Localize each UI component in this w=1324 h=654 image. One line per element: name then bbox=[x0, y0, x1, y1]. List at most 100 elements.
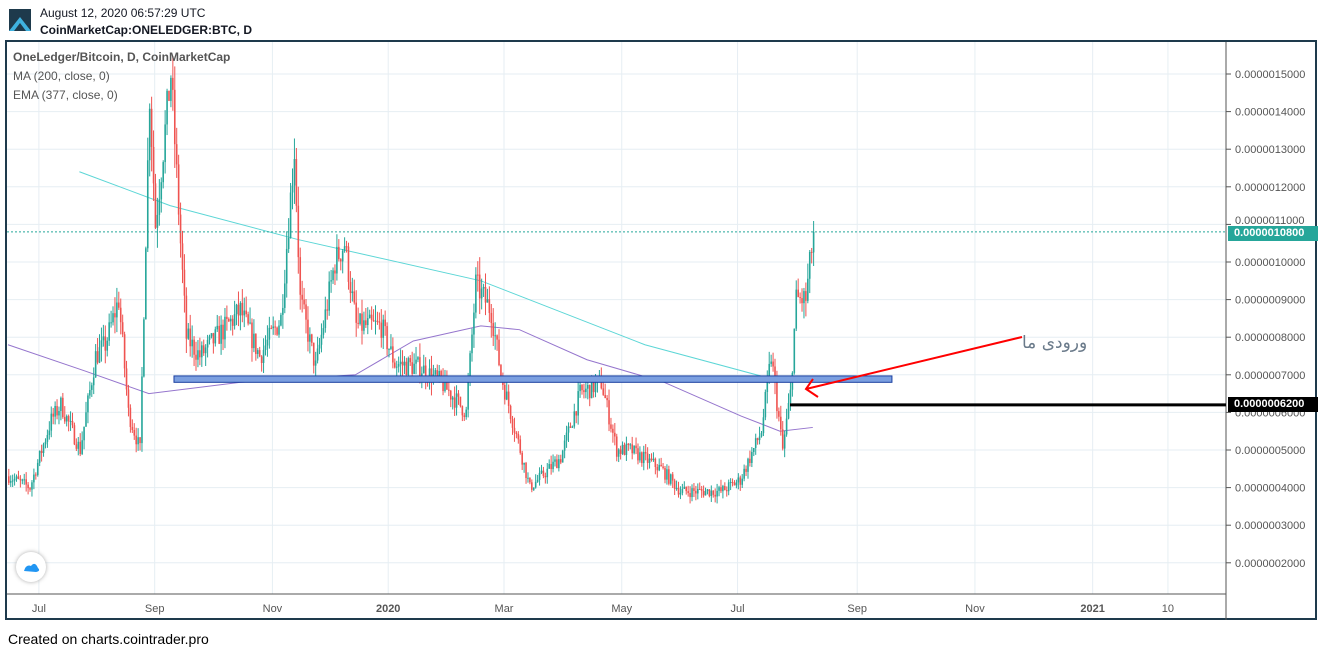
candle-body bbox=[552, 461, 554, 470]
candle-body bbox=[9, 481, 12, 483]
candle-body bbox=[191, 339, 193, 347]
candle-body bbox=[548, 464, 550, 469]
candle-body bbox=[685, 486, 688, 492]
candle-body bbox=[727, 482, 730, 492]
candle-body bbox=[193, 339, 195, 355]
candle-body bbox=[637, 448, 639, 461]
candle-body bbox=[648, 458, 651, 463]
candle-body bbox=[475, 274, 477, 313]
candle-body bbox=[677, 487, 680, 495]
candle-body bbox=[554, 459, 556, 462]
candle-body bbox=[312, 342, 315, 366]
candle-body bbox=[228, 318, 230, 322]
candle-body bbox=[125, 368, 128, 390]
candle-body bbox=[428, 368, 431, 382]
candle-body bbox=[322, 328, 325, 335]
candle-body bbox=[341, 250, 344, 262]
candle-body bbox=[523, 462, 525, 465]
candle-body bbox=[123, 334, 126, 369]
candle-body bbox=[87, 395, 89, 413]
candle-body bbox=[540, 470, 543, 473]
candle-body bbox=[173, 89, 176, 145]
legend-ma[interactable]: MA (200, close, 0) bbox=[13, 69, 110, 83]
candle-body bbox=[345, 246, 348, 248]
candle-body bbox=[305, 304, 307, 320]
candle-body bbox=[733, 482, 736, 486]
candle-body bbox=[494, 335, 496, 337]
candle-body bbox=[747, 458, 749, 472]
candle-body bbox=[569, 426, 572, 428]
candle-body bbox=[673, 480, 676, 489]
candle-body bbox=[231, 318, 234, 326]
candle-body bbox=[409, 358, 412, 363]
candle-body bbox=[702, 490, 705, 496]
candle-body bbox=[118, 302, 120, 308]
candle-body bbox=[490, 312, 493, 324]
candle-body bbox=[527, 477, 529, 479]
candle-body bbox=[278, 325, 280, 335]
candle-body bbox=[563, 440, 566, 451]
candle-body bbox=[615, 436, 618, 457]
candle-body bbox=[785, 418, 788, 435]
candle-body bbox=[565, 432, 568, 441]
candle-body bbox=[760, 433, 763, 437]
candle-body bbox=[525, 462, 527, 479]
candle-body bbox=[35, 474, 37, 476]
candle-body bbox=[100, 340, 103, 348]
candle-body bbox=[766, 378, 769, 392]
candle-body bbox=[440, 370, 442, 380]
candle-body bbox=[52, 413, 54, 417]
candle-body bbox=[602, 388, 605, 395]
candle-body bbox=[413, 363, 415, 374]
candle-body bbox=[774, 366, 776, 382]
candle-body bbox=[745, 468, 747, 472]
candle-body bbox=[104, 336, 107, 351]
candle-body bbox=[467, 382, 469, 410]
candle-body bbox=[419, 357, 421, 378]
candle-body bbox=[75, 444, 78, 449]
candle-body bbox=[332, 270, 334, 281]
candle-body bbox=[177, 164, 180, 215]
candle-body bbox=[179, 214, 182, 244]
legend-ema[interactable]: EMA (377, close, 0) bbox=[13, 88, 118, 102]
candle-body bbox=[110, 322, 112, 324]
candle-body bbox=[758, 436, 761, 441]
candle-body bbox=[85, 412, 87, 427]
candle-body bbox=[31, 482, 33, 490]
y-tick-label: 0.0000002000 bbox=[1235, 558, 1305, 570]
candle-body bbox=[725, 490, 728, 492]
candle-body bbox=[148, 108, 151, 161]
candle-body bbox=[376, 320, 379, 322]
candle-body bbox=[320, 334, 323, 345]
candle-body bbox=[226, 316, 228, 319]
candle-body bbox=[511, 418, 514, 428]
candle-body bbox=[484, 286, 487, 303]
candle-body bbox=[587, 384, 589, 389]
candle-body bbox=[561, 450, 564, 463]
candle-body bbox=[297, 205, 300, 258]
candle-body bbox=[517, 434, 520, 440]
candle-body bbox=[614, 432, 616, 437]
tradingview-logo-icon[interactable] bbox=[16, 552, 46, 582]
candle-body bbox=[247, 314, 249, 324]
candle-body bbox=[241, 302, 244, 316]
ma-line bbox=[7, 325, 813, 432]
candle-body bbox=[372, 320, 375, 322]
candle-body bbox=[498, 339, 500, 366]
candle-body bbox=[633, 445, 635, 454]
candle-body bbox=[394, 362, 396, 368]
candle-body bbox=[347, 246, 350, 282]
candle-body bbox=[621, 444, 624, 454]
candle-body bbox=[608, 400, 610, 425]
candle-body bbox=[712, 490, 715, 495]
candle-body bbox=[660, 464, 662, 467]
candle-body bbox=[388, 348, 390, 350]
candle-body bbox=[585, 388, 587, 393]
candle-body bbox=[623, 444, 626, 455]
candle-body bbox=[546, 468, 549, 478]
candle-body bbox=[793, 328, 796, 373]
candle-body bbox=[631, 444, 633, 454]
candle-body bbox=[62, 397, 64, 418]
candle-body bbox=[612, 428, 614, 433]
